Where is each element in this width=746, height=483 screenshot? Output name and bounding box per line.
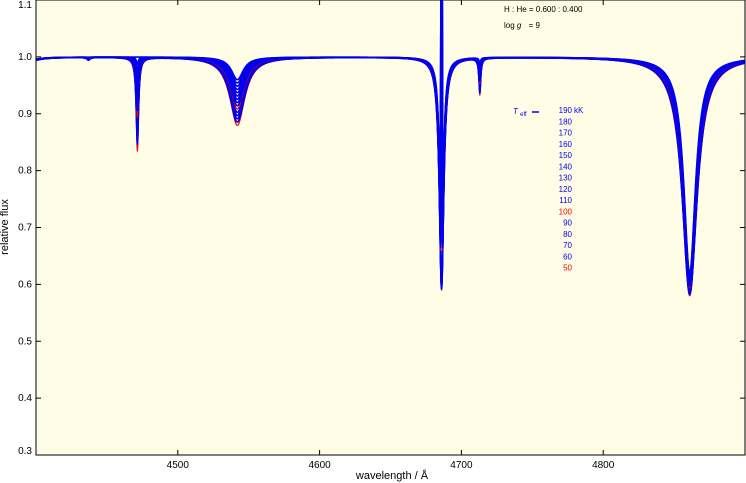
y-tick-label: 0.8 (18, 166, 32, 177)
legend-entry-90: 90 (563, 219, 572, 228)
legend-entry-50: 50 (563, 264, 572, 273)
legend-entry-80: 80 (563, 230, 572, 239)
y-tick-label: 0.7 (18, 223, 32, 234)
legend-entry-190: 190 (559, 106, 573, 115)
legend-entry-100: 100 (559, 207, 573, 216)
y-axis-label: relative flux (0, 199, 11, 255)
gravity-symbol: g (517, 21, 522, 30)
legend-entry-140: 140 (559, 162, 573, 171)
legend-entries: 190 180 170 160 150 140 130 120 110 100 90 80 70 60 50 (559, 106, 573, 273)
x-tick-label: 4700 (450, 460, 473, 471)
legend-title: T eff (513, 107, 527, 118)
gravity-prefix: log (504, 21, 515, 30)
gravity-annotation: log g = 9 (504, 21, 541, 30)
legend-entry-60: 60 (563, 252, 572, 261)
y-tick-label: 0.4 (18, 393, 32, 404)
gravity-value: = 9 (529, 21, 541, 30)
legend-entry-150: 150 (559, 151, 573, 160)
y-axis-ticks: 0.3 0.4 0.5 0.6 0.7 0.8 0.9 1.0 1.1 (18, 0, 745, 457)
y-tick-label: 1.1 (18, 0, 32, 11)
y-tick-label: 0.9 (18, 109, 32, 120)
x-axis-label: wavelength / Å (355, 469, 429, 482)
composition-annotation: H : He = 0.600 : 0.400 (504, 5, 583, 14)
plot-background (36, 0, 745, 455)
series-line-190 (35, 0, 746, 275)
legend-entry-120: 120 (559, 185, 573, 194)
legend-entry-110: 110 (559, 196, 572, 205)
y-tick-label: 0.3 (18, 446, 32, 457)
legend-entry-170: 170 (559, 129, 573, 138)
legend-title-subscript: eff (520, 112, 527, 118)
legend-entry-70: 70 (563, 241, 572, 250)
legend: T eff kK 190 180 170 160 150 140 130 120 110 100 9… (513, 106, 584, 273)
spectrum-curves (35, 0, 746, 297)
legend-entry-180: 180 (559, 117, 573, 126)
x-tick-label: 4500 (167, 460, 190, 471)
y-tick-label: 0.6 (18, 279, 32, 290)
x-tick-label: 4600 (308, 460, 331, 471)
x-tick-label: 4800 (592, 460, 615, 471)
legend-entry-130: 130 (559, 174, 573, 183)
legend-title-symbol: T (513, 107, 519, 116)
y-tick-label: 1.0 (18, 52, 32, 63)
legend-entry-160: 160 (559, 140, 573, 149)
legend-unit: kK (574, 106, 584, 115)
y-tick-label: 0.5 (18, 336, 32, 347)
x-axis-ticks: 4500 4600 4700 4800 (167, 0, 615, 471)
